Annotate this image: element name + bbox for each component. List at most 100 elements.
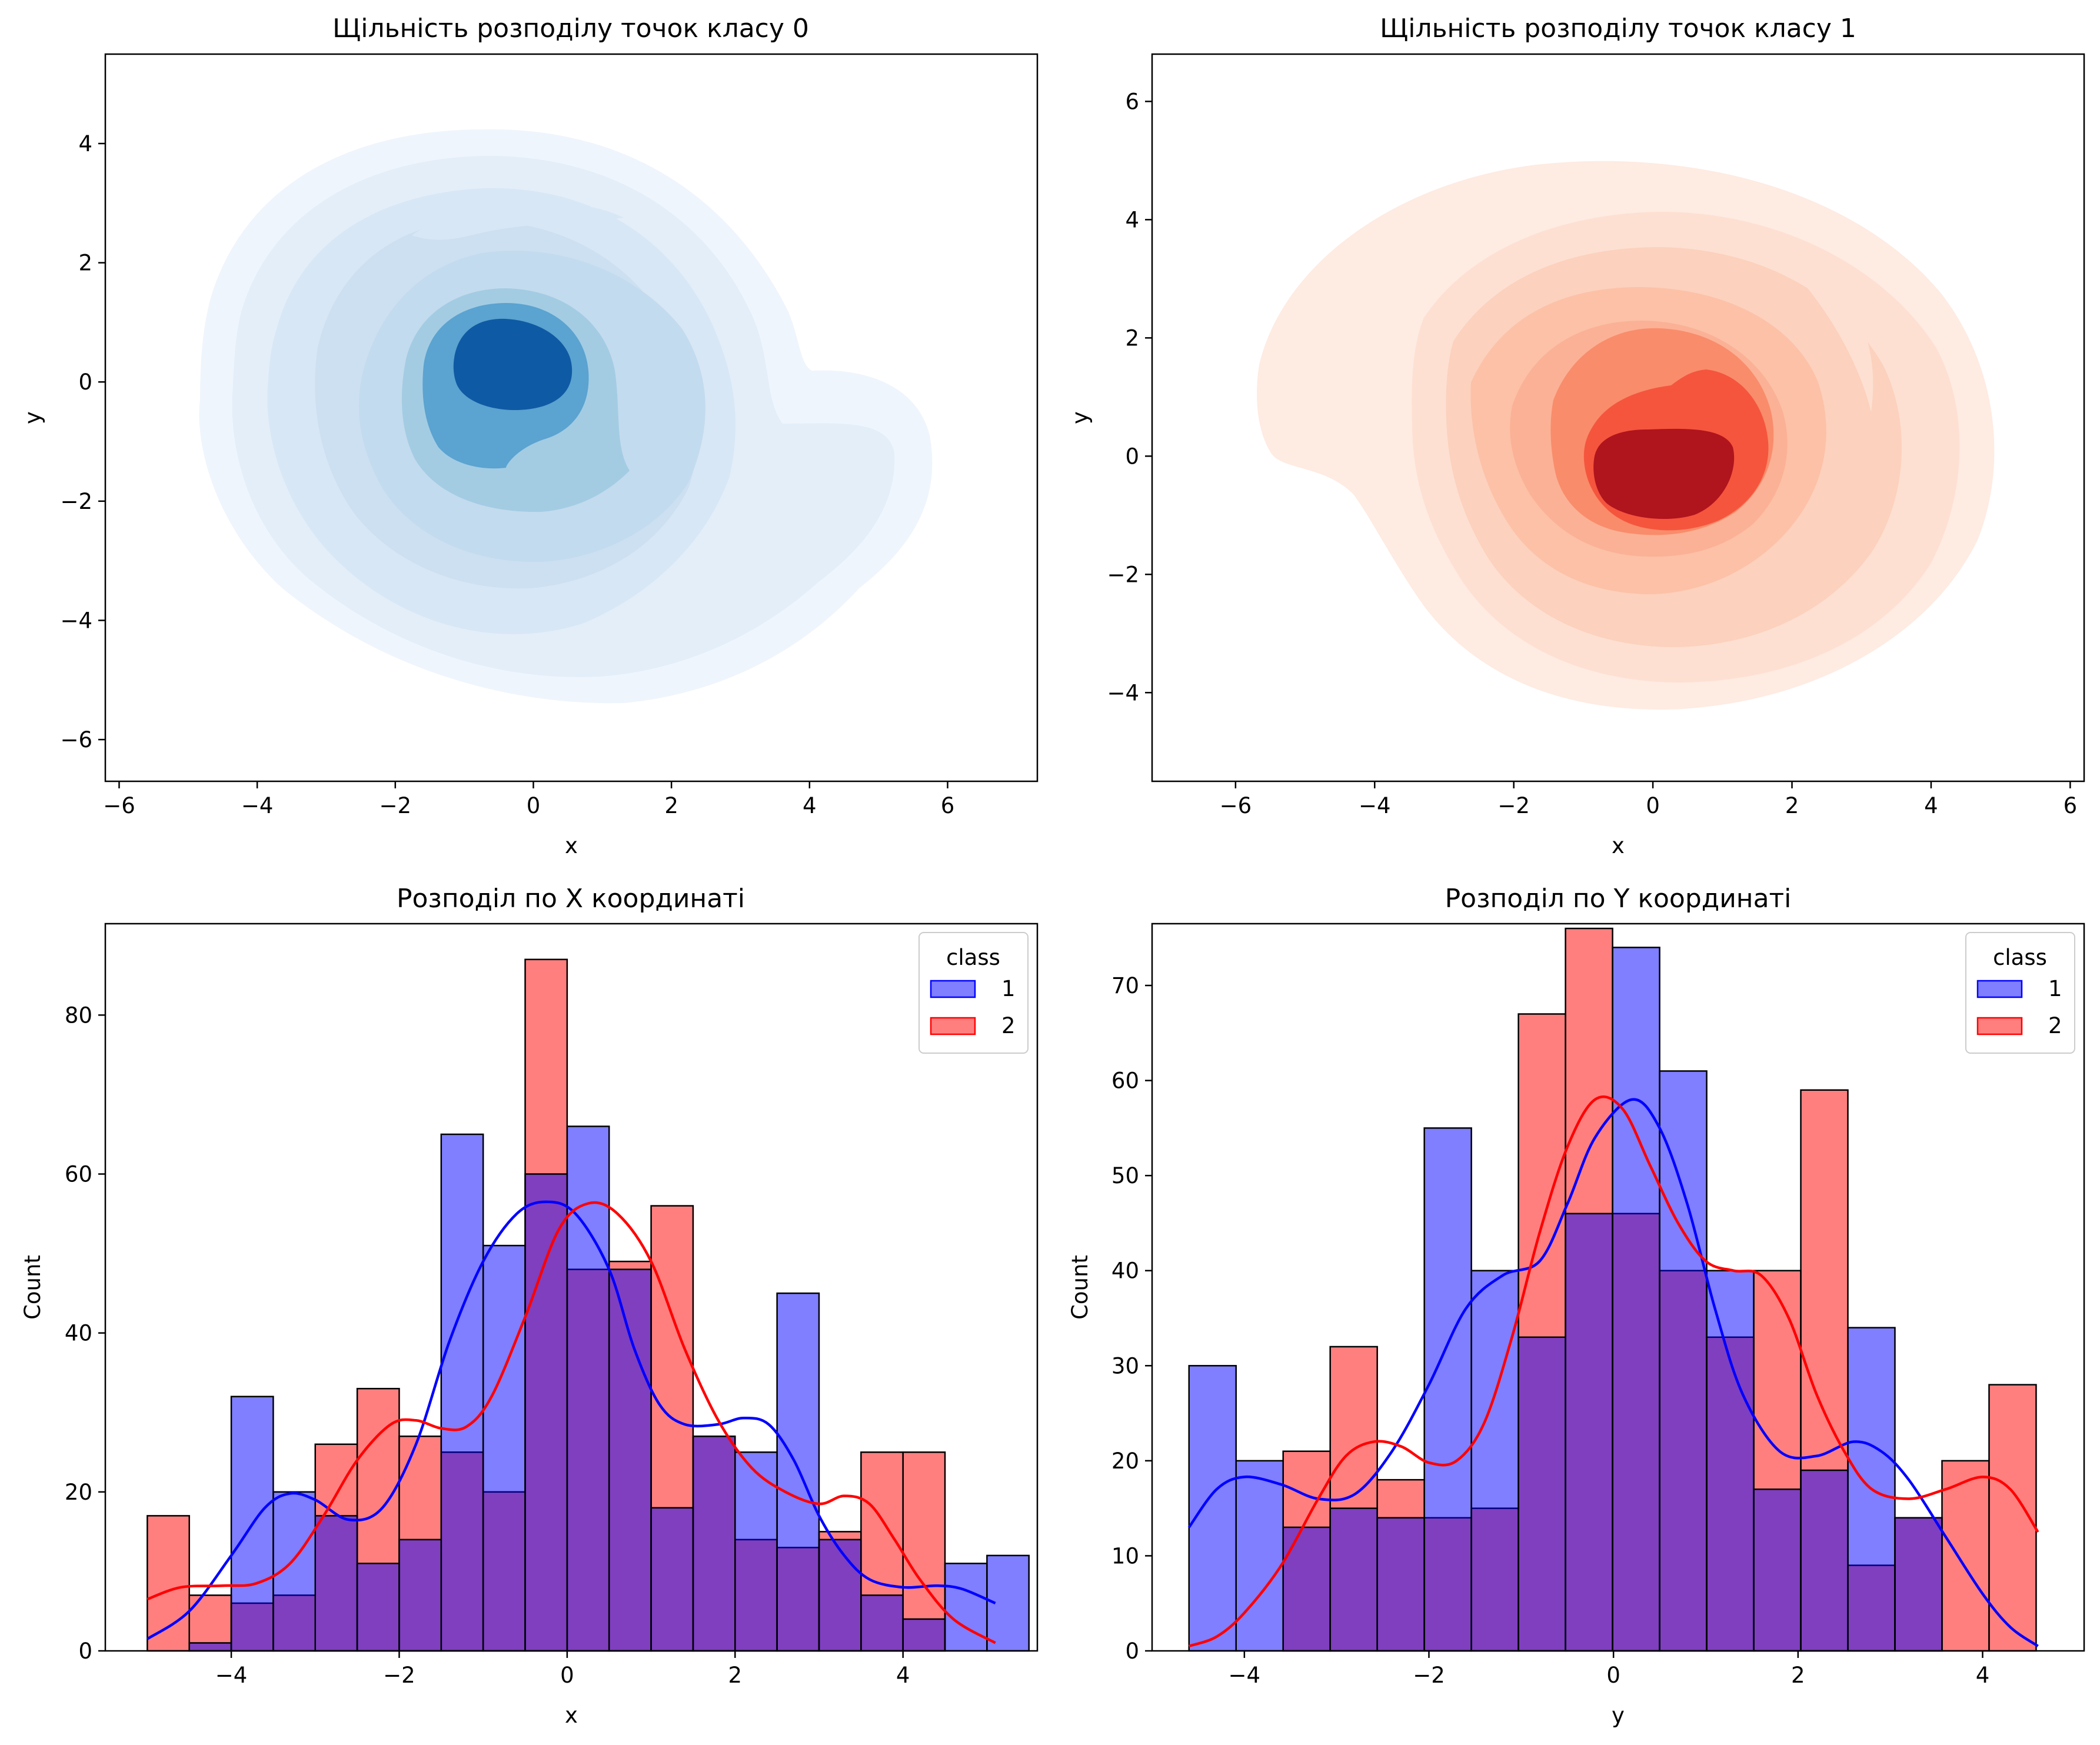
hist-x-legend-swatch-2 <box>930 1017 976 1035</box>
kde0-level-8 <box>453 318 573 411</box>
hist-y-plot-frame <box>1151 923 2085 1652</box>
kde-class1-panel: Щільність розподілу точок класу 1 −6 −4 −2… <box>1067 14 2085 858</box>
hist-x-bar-class1 <box>818 1538 862 1652</box>
hist-x-bar-class1 <box>650 1507 694 1652</box>
hist-y-bar-class1 <box>1800 1469 1849 1652</box>
hist-y-bar-class1 <box>1706 1270 1755 1652</box>
hist-y-ytick-label: 30 <box>1111 1353 1139 1378</box>
kde-class1-ylabel: y <box>1067 411 1093 424</box>
hist-x-bar-class1 <box>356 1563 400 1652</box>
hist-x-bar-class1 <box>902 1618 946 1652</box>
hist-y-ytick-label: 20 <box>1111 1448 1139 1474</box>
hist-x-bar-class1 <box>608 1268 652 1652</box>
kde-class1-ytick-label: −4 <box>1107 680 1139 705</box>
kde-class0-plot-frame <box>104 53 1039 782</box>
kde-class0-xtick-label: 4 <box>803 793 817 818</box>
hist-x-kde-line-class1 <box>147 1200 996 1640</box>
hist-x-xtick-label: −4 <box>215 1663 248 1688</box>
hist-x-xlabel: x <box>565 1703 578 1728</box>
kde-class0-ytick-label: 0 <box>78 369 92 395</box>
hist-y-bar-class1 <box>1329 1507 1378 1652</box>
hist-x-title: Розподіл по X координаті <box>397 884 745 914</box>
kde1-level-8 <box>1593 428 1735 519</box>
hist-x-ylabel: Count <box>20 1255 45 1320</box>
kde-class0-ytick-label: −6 <box>60 727 92 752</box>
kde-class0-ytick-label: −4 <box>60 608 92 633</box>
hist-y-xlabel: y <box>1612 1703 1625 1728</box>
hist-y-bar-class2 <box>1941 1460 1990 1652</box>
hist-x-bar-class1 <box>188 1642 232 1652</box>
hist-y-bar-class1 <box>1423 1127 1472 1652</box>
kde-class1-ytick-label: 2 <box>1125 325 1139 351</box>
kde-class1-density <box>1257 161 1995 710</box>
hist-x-bar-class1 <box>860 1594 904 1652</box>
hist-y-ytick-label: 0 <box>1125 1639 1139 1664</box>
hist-x-legend: class 1 2 <box>918 932 1029 1054</box>
hist-x-bar-class2 <box>147 1515 190 1652</box>
kde-class1-ytick-label: 4 <box>1125 207 1139 232</box>
kde-class0-panel: Щільність розподілу точок класу 0 −6 −4 −2… <box>20 14 1039 858</box>
hist-y-legend-label-1: 1 <box>2048 976 2062 1001</box>
hist-x-bar-class1 <box>440 1133 484 1652</box>
kde-class1-xtick-label: −2 <box>1497 793 1530 818</box>
hist-y-bar-class1 <box>1282 1526 1331 1652</box>
hist-y-bar-class1 <box>1894 1517 1943 1652</box>
kde-class0-xtick-label: −2 <box>380 793 412 818</box>
hist-x-plot-frame <box>104 923 1039 1652</box>
hist-x-legend-swatch-1 <box>930 980 976 998</box>
kde-class0-xtick-label: 0 <box>527 793 541 818</box>
kde-class1-xlabel: x <box>1612 833 1625 858</box>
kde-class1-xtick-label: 6 <box>2064 793 2078 818</box>
kde-class0-xlabel: x <box>565 833 578 858</box>
hist-y-bar-class1 <box>1565 1213 1613 1652</box>
hist-y-bar-class1 <box>1188 1365 1237 1652</box>
hist-x-bar-class1 <box>314 1515 358 1652</box>
hist-y-legend-swatch-1 <box>1976 980 2023 998</box>
kde-class0-title: Щільність розподілу точок класу 0 <box>332 14 809 44</box>
hist-y-kde-line-class1 <box>1187 1098 2039 1647</box>
hist-y-bar-class1 <box>1612 947 1660 1652</box>
hist-y-ytick-label: 70 <box>1111 973 1139 998</box>
kde-class1-plot-frame <box>1151 53 2085 782</box>
hist-y-bar-class1 <box>1235 1460 1284 1652</box>
kde-class0-ytick-label: −2 <box>60 489 92 514</box>
hist-y-bar-class1 <box>1470 1270 1519 1652</box>
hist-y-bar-class1 <box>1517 1336 1566 1652</box>
hist-x-kde-line-class2 <box>147 1201 996 1644</box>
hist-y-xtick-label: −2 <box>1413 1663 1445 1688</box>
hist-x-bar-class1 <box>524 1173 568 1652</box>
hist-y-bar-class1 <box>1376 1517 1425 1652</box>
kde-class0-xtick-label: −6 <box>103 793 135 818</box>
hist-y-ylabel: Count <box>1067 1255 1093 1320</box>
kde-class0-ylabel: y <box>20 411 45 424</box>
hist-x-ytick-label: 40 <box>65 1321 92 1346</box>
hist-x-legend-label-2: 2 <box>1001 1013 1016 1038</box>
hist-y-xtick-label: 0 <box>1606 1663 1620 1688</box>
kde-class0-ytick-label: 2 <box>78 251 92 276</box>
kde-class1-title: Щільність розподілу точок класу 1 <box>1380 14 1856 44</box>
hist-y-xtick-label: 2 <box>1791 1663 1805 1688</box>
kde-class1-xtick-label: −6 <box>1220 793 1252 818</box>
kde1-light-band <box>1771 247 1873 412</box>
hist-x-xtick-label: −2 <box>383 1663 415 1688</box>
hist-x-bar-class1 <box>944 1563 988 1652</box>
kde-class0-xtick-label: 2 <box>664 793 678 818</box>
hist-y-ytick-label: 60 <box>1111 1068 1139 1094</box>
hist-y-legend-title: class <box>1993 945 2047 970</box>
kde-class1-xtick-label: 0 <box>1646 793 1660 818</box>
kde-class0-ytick-label: 4 <box>78 131 92 156</box>
kde-class1-xtick-label: 4 <box>1924 793 1938 818</box>
kde-class0-density <box>199 129 933 704</box>
kde-class1-xtick-label: 2 <box>1785 793 1799 818</box>
hist-y-bar-class1 <box>1659 1070 1708 1652</box>
hist-y-legend-swatch-2 <box>1976 1017 2023 1035</box>
hist-x-ytick-label: 0 <box>78 1639 92 1664</box>
hist-x-bar-class1 <box>734 1451 778 1652</box>
kde-class0-xtick-label: −4 <box>241 793 274 818</box>
hist-x-bar-class1 <box>692 1436 736 1652</box>
hist-y-kde-line-class2 <box>1189 1095 2039 1648</box>
kde-class0-xtick-label: 6 <box>941 793 955 818</box>
hist-x-bar-class1 <box>398 1538 442 1652</box>
hist-x-legend-label-1: 1 <box>1001 976 1016 1001</box>
hist-y-xtick-label: 4 <box>1976 1663 1990 1688</box>
